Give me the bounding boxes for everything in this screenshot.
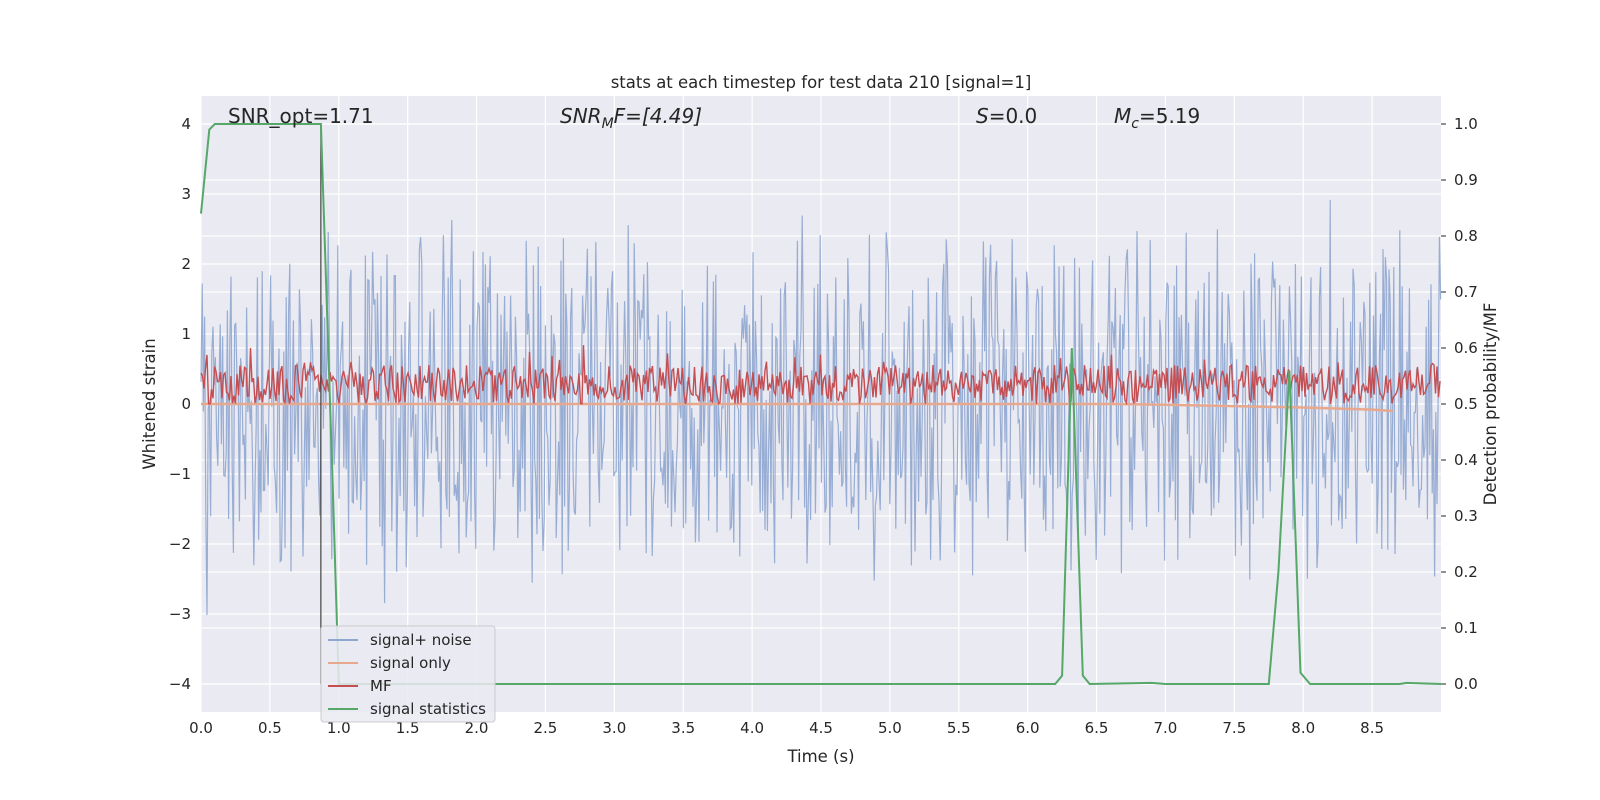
legend-label-signal-noise: signal+ noise (370, 631, 472, 649)
chart-title: stats at each timestep for test data 210… (611, 73, 1032, 92)
s-var: S (976, 104, 989, 128)
x-tick-label: 8.5 (1360, 719, 1384, 737)
y-tick-label-right: 0.6 (1454, 339, 1478, 357)
x-tick-label: 6.5 (1085, 719, 1109, 737)
x-tick-label: 5.0 (878, 719, 902, 737)
legend-label-signal-statistics: signal statistics (370, 700, 486, 718)
series-signal-only (201, 402, 1393, 413)
snr-opt-annotation: SNR_opt=1.71 (228, 104, 374, 128)
series-layer (200, 123, 1442, 686)
y-axis-label-right: Detection probability/MF (1481, 303, 1500, 506)
snr-mf-rest: F=[4.49] (614, 104, 702, 128)
legend: signal+ noise signal only MF signal stat… (320, 625, 496, 723)
x-tick-label: 7.0 (1154, 719, 1178, 737)
x-tick-label: 2.0 (465, 719, 489, 737)
x-tick-label: 0.0 (189, 719, 213, 737)
x-tick-label: 5.5 (947, 719, 971, 737)
x-tick-label: 8.0 (1291, 719, 1315, 737)
mc-val: =5.19 (1139, 104, 1200, 128)
snr-mf-sub: M (602, 116, 614, 132)
x-tick-label: 7.5 (1222, 719, 1246, 737)
mc-var: M (1114, 104, 1131, 128)
series-signal-statistics (200, 123, 1442, 686)
s-annotation: S=0.0 (976, 104, 1037, 128)
y-tick-label-left: 0 (181, 395, 191, 413)
y-tick-label-left: 1 (181, 325, 191, 343)
x-tick-label: 3.0 (602, 719, 626, 737)
y-tick-label-left: −1 (169, 465, 191, 483)
left-tick-labels: 4 3 2 1 0 −1 −2 −3 −4 (169, 115, 191, 693)
x-tick-label: 0.5 (258, 719, 282, 737)
snr-mf-annotation: SNRMF=[4.49] (560, 104, 702, 132)
y-tick-label-right: 0.1 (1454, 619, 1478, 637)
legend-label-mf: MF (370, 677, 392, 695)
y-tick-label-left: −2 (169, 535, 191, 553)
legend-label-signal-only: signal only (370, 654, 451, 672)
y-tick-label-right: 0.4 (1454, 451, 1478, 469)
y-axis-label-left: Whitened strain (140, 338, 159, 469)
y-tick-label-right: 1.0 (1454, 115, 1478, 133)
y-tick-label-right: 0.9 (1454, 171, 1478, 189)
y-tick-label-right: 0.2 (1454, 563, 1478, 581)
x-tick-label: 3.5 (671, 719, 695, 737)
x-tick-label: 1.0 (327, 719, 351, 737)
mc-sub: c (1131, 116, 1139, 132)
x-tick-label: 4.5 (809, 719, 833, 737)
mc-annotation: Mc=5.19 (1114, 104, 1200, 132)
legend-box (320, 625, 496, 723)
right-tick-labels: 1.0 0.9 0.8 0.7 0.6 0.5 0.4 0.3 0.2 0.1 0.0 (1441, 115, 1478, 693)
x-tick-label: 1.5 (396, 719, 420, 737)
s-val: =0.0 (989, 104, 1038, 128)
y-tick-label-left: 2 (181, 255, 191, 273)
y-tick-label-left: −4 (169, 675, 191, 693)
y-tick-label-right: 0.0 (1454, 675, 1478, 693)
y-tick-label-left: 3 (181, 185, 191, 203)
x-tick-label: 6.0 (1016, 719, 1040, 737)
x-tick-label: 2.5 (534, 719, 558, 737)
y-tick-label-right: 0.5 (1454, 395, 1478, 413)
x-axis-label: Time (s) (786, 747, 854, 766)
y-tick-label-right: 0.3 (1454, 507, 1478, 525)
y-tick-label-left: 4 (181, 115, 191, 133)
y-tick-label-right: 0.8 (1454, 227, 1478, 245)
y-tick-label-left: −3 (169, 605, 191, 623)
snr-mf-base: SNR (560, 104, 602, 128)
y-tick-label-right: 0.7 (1454, 283, 1478, 301)
x-tick-label: 4.0 (740, 719, 764, 737)
x-tick-labels: 0.0 0.5 1.0 1.5 2.0 2.5 3.0 3.5 4.0 4.5 5.0 5.5 6.0 6… (189, 719, 1384, 737)
series-mf (200, 345, 1441, 406)
